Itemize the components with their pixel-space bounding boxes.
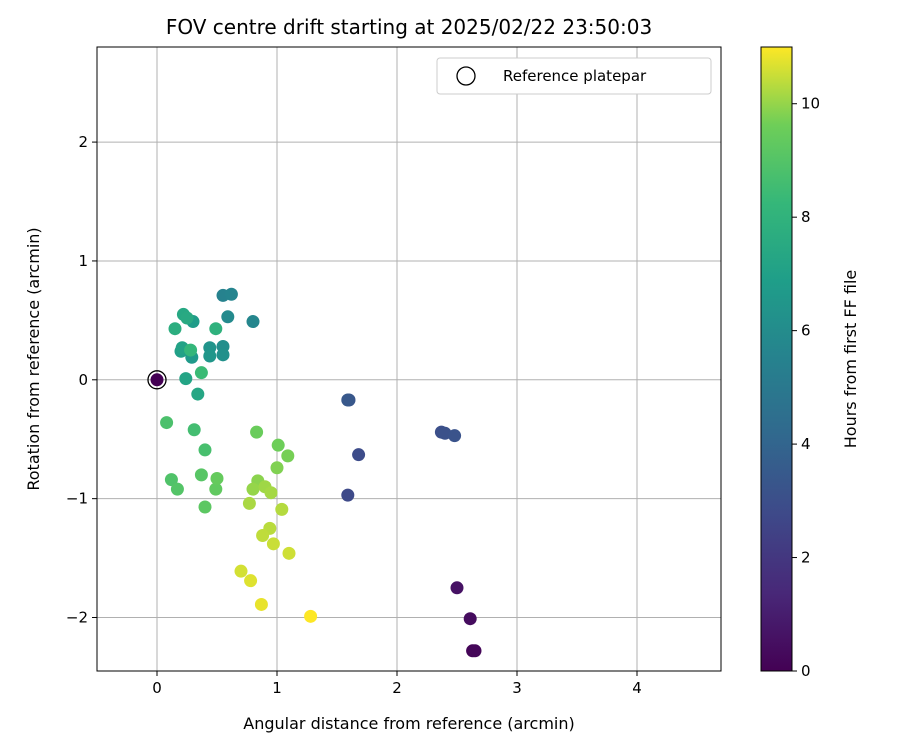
y-axis-label: Rotation from reference (arcmin) [24, 227, 43, 490]
colorbar: 0 2 4 6 8 10 Hours from first FF file [760, 46, 860, 680]
scatter-point [250, 425, 264, 439]
colorbar-ticks: 0 2 4 6 8 10 [792, 95, 820, 680]
scatter-point [281, 449, 295, 463]
plot-background [97, 47, 721, 671]
legend-box [436, 57, 712, 95]
x-tick-label: 2 [392, 679, 402, 697]
x-tick-label: 0 [152, 679, 162, 697]
scatter-point [170, 482, 184, 496]
colorbar-gradient [760, 46, 793, 672]
scatter-point [341, 393, 355, 407]
scatter-point [352, 448, 366, 462]
x-axis-label: Angular distance from reference (arcmin) [243, 714, 574, 733]
scatter-point [304, 609, 318, 623]
scatter-point [254, 597, 268, 611]
legend-entry-reference-platepar: Reference platepar [503, 67, 647, 85]
scatter-point [266, 537, 280, 551]
scatter-point [246, 482, 260, 496]
scatter-point [198, 500, 212, 514]
x-tick-label: 3 [512, 679, 522, 697]
colorbar-tick-label: 4 [801, 435, 811, 453]
scatter-point [221, 310, 235, 324]
colorbar-tick-label: 0 [801, 662, 811, 680]
scatter-point [244, 574, 258, 588]
scatter-point [216, 348, 230, 362]
y-tick-label: −2 [66, 609, 88, 627]
scatter-point [168, 322, 182, 336]
y-tick-label: −1 [66, 490, 88, 508]
scatter-point [270, 461, 284, 475]
legend: Reference platepar [436, 57, 712, 95]
colorbar-tick-label: 10 [801, 95, 820, 113]
y-axis-ticks: −2 −1 0 1 2 [66, 133, 97, 627]
scatter-point [150, 373, 164, 387]
colorbar-tick-label: 8 [801, 208, 811, 226]
scatter-point [448, 429, 462, 443]
scatter-point [271, 438, 285, 452]
scatter-point [264, 486, 278, 500]
plot-area: 0 1 2 3 4 −2 −1 0 1 2 [66, 46, 722, 697]
scatter-point [450, 581, 464, 595]
scatter-point [246, 315, 260, 329]
scatter-point [341, 488, 355, 502]
scatter-point [164, 473, 178, 487]
scatter-point [209, 322, 223, 336]
x-tick-label: 1 [272, 679, 282, 697]
scatter-point [160, 416, 174, 430]
grid-lines [97, 47, 721, 671]
scatter-point [180, 311, 194, 325]
y-tick-label: 0 [78, 371, 88, 389]
scatter-point [184, 343, 198, 357]
x-axis-ticks: 0 1 2 3 4 [152, 671, 642, 697]
scatter-point [282, 546, 296, 560]
scatter-point [194, 468, 208, 482]
y-tick-label: 1 [78, 252, 88, 270]
scatter-point [194, 366, 208, 380]
colorbar-tick-label: 2 [801, 549, 811, 567]
scatter-point [203, 349, 217, 363]
scatter-point [224, 287, 238, 301]
y-tick-label: 2 [78, 133, 88, 151]
reference-platepar-marker [147, 370, 167, 390]
scatter-point [256, 529, 270, 543]
x-tick-label: 4 [632, 679, 642, 697]
scatter-point [187, 423, 201, 437]
scatter-point [210, 471, 224, 485]
scatter-point [463, 612, 477, 626]
scatter-point [198, 443, 212, 457]
chart-title: FOV centre drift starting at 2025/02/22 … [166, 15, 652, 39]
colorbar-label: Hours from first FF file [841, 270, 860, 449]
scatter-point [468, 644, 482, 658]
plot-frame [96, 46, 722, 672]
data-points [150, 287, 482, 658]
legend-reference-marker [456, 66, 476, 86]
scatter-point [275, 502, 289, 516]
scatter-point [242, 496, 256, 510]
scatter-point [234, 564, 248, 578]
scatter-point [179, 372, 193, 386]
scatter-point [209, 482, 223, 496]
scatter-point [191, 387, 205, 401]
colorbar-tick-label: 6 [801, 322, 811, 340]
reference-marker [147, 370, 167, 390]
